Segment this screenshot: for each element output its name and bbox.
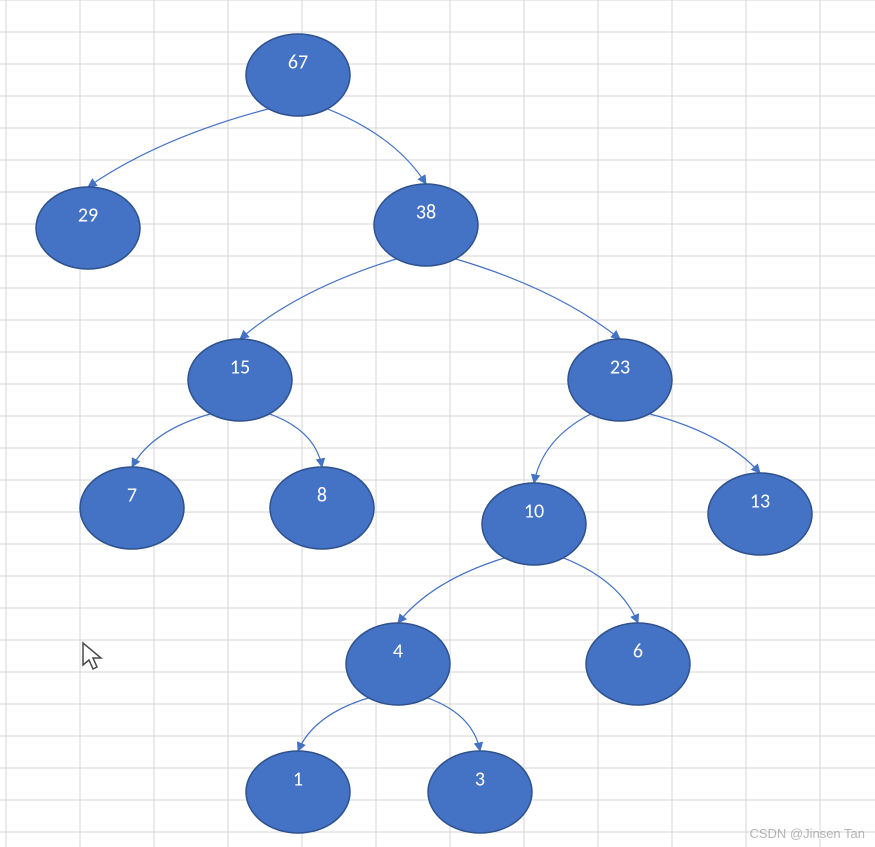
tree-node-label: 8 (317, 483, 327, 507)
tree-node: 15 (188, 339, 292, 421)
tree-node: 29 (36, 187, 140, 269)
tree-edge (649, 414, 760, 473)
tree-node-label: 10 (524, 499, 544, 523)
tree-edge (427, 698, 480, 751)
tree-node: 23 (568, 339, 672, 421)
tree-node: 10 (482, 483, 586, 565)
tree-node: 3 (428, 751, 532, 833)
tree-node-label: 6 (633, 639, 643, 663)
tree-node: 4 (346, 623, 450, 705)
tree-edge (88, 109, 269, 187)
tree-edge (327, 109, 426, 184)
tree-edge (240, 259, 397, 339)
tree-node-label: 13 (750, 489, 770, 513)
tree-node-label: 4 (393, 639, 403, 663)
tree-node: 13 (708, 473, 812, 555)
tree-node-label: 38 (416, 200, 436, 224)
tree-node: 7 (80, 467, 184, 549)
tree-edge (455, 259, 620, 339)
tree-node: 6 (586, 623, 690, 705)
tree-node-label: 29 (78, 203, 98, 227)
tree-edge (269, 414, 322, 467)
tree-node-label: 67 (288, 50, 308, 74)
tree-node: 67 (246, 34, 350, 116)
tree-edge (298, 698, 369, 751)
tree-node: 8 (270, 467, 374, 549)
tree-node: 38 (374, 184, 478, 266)
tree-diagram: 67 29 38 15 23 7 8 10 (0, 0, 875, 847)
tree-edge (534, 414, 591, 483)
tree-edge (563, 558, 638, 623)
tree-node-label: 1 (293, 767, 303, 791)
tree-node-label: 23 (610, 355, 630, 379)
tree-node-label: 3 (475, 767, 485, 791)
tree-node-label: 7 (127, 483, 137, 507)
tree-edge (132, 414, 211, 467)
watermark-text: CSDN @Jinsen Tan (749, 826, 865, 841)
tree-node-label: 15 (230, 355, 250, 379)
tree-node: 1 (246, 751, 350, 833)
tree-edge (398, 558, 505, 623)
mouse-cursor-icon (81, 641, 103, 672)
